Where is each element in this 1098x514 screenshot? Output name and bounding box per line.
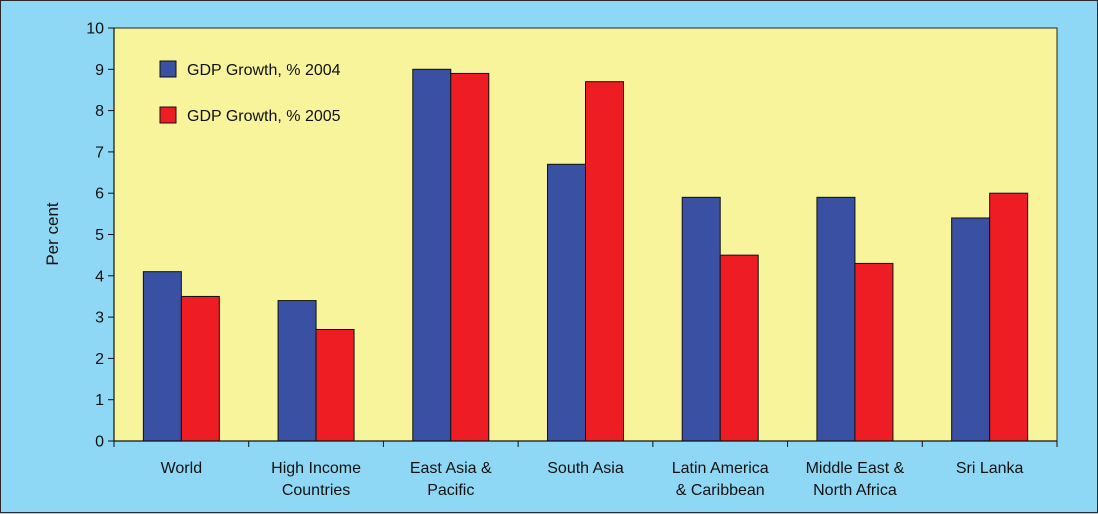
y-tick-label: 6 bbox=[95, 186, 104, 203]
y-tick-label: 0 bbox=[95, 434, 104, 451]
y-tick-label: 7 bbox=[95, 144, 104, 161]
y-tick-label: 4 bbox=[95, 268, 104, 285]
bar-2004-5 bbox=[816, 196, 856, 442]
y-tick-label: 1 bbox=[95, 392, 104, 409]
category-label: Middle East & North Africa bbox=[806, 460, 905, 499]
category-label: Latin America & Caribbean bbox=[672, 460, 769, 499]
bar-2004-1 bbox=[277, 300, 317, 442]
bar-2004-2 bbox=[412, 68, 452, 442]
bar-2005-6 bbox=[989, 192, 1029, 442]
y-tick-label: 8 bbox=[95, 103, 104, 120]
legend-label: GDP Growth, % 2004 bbox=[187, 62, 341, 79]
bar-2005-4 bbox=[719, 254, 759, 442]
bar-2005-3 bbox=[585, 81, 624, 442]
bar-2004-4 bbox=[681, 196, 721, 442]
y-axis-title: Per cent bbox=[43, 202, 62, 266]
y-tick-label: 3 bbox=[95, 310, 104, 327]
bar-2004-6 bbox=[951, 217, 991, 442]
legend: GDP Growth, % 2004 GDP Growth, % 2005 bbox=[159, 60, 341, 125]
legend-swatch bbox=[159, 106, 177, 124]
bar-2004-0 bbox=[142, 271, 182, 442]
y-tick-label: 2 bbox=[95, 351, 104, 368]
legend-label: GDP Growth, % 2005 bbox=[187, 108, 341, 125]
bar-2005-5 bbox=[854, 262, 894, 442]
legend-swatch bbox=[159, 60, 177, 78]
category-label: South Asia bbox=[547, 460, 624, 477]
bar-2004-3 bbox=[547, 163, 586, 442]
y-tick-label: 10 bbox=[86, 21, 104, 38]
category-label: High Income Countries bbox=[271, 460, 361, 499]
y-tick-label: 5 bbox=[95, 227, 104, 244]
bar-2005-1 bbox=[315, 328, 355, 442]
category-label: Sri Lanka bbox=[956, 460, 1024, 477]
bar-2005-2 bbox=[450, 72, 490, 442]
bar-2005-0 bbox=[180, 295, 220, 442]
y-tick-label: 9 bbox=[95, 62, 104, 79]
category-label: East Asia & Pacific bbox=[410, 460, 492, 499]
category-label: World bbox=[161, 460, 203, 477]
